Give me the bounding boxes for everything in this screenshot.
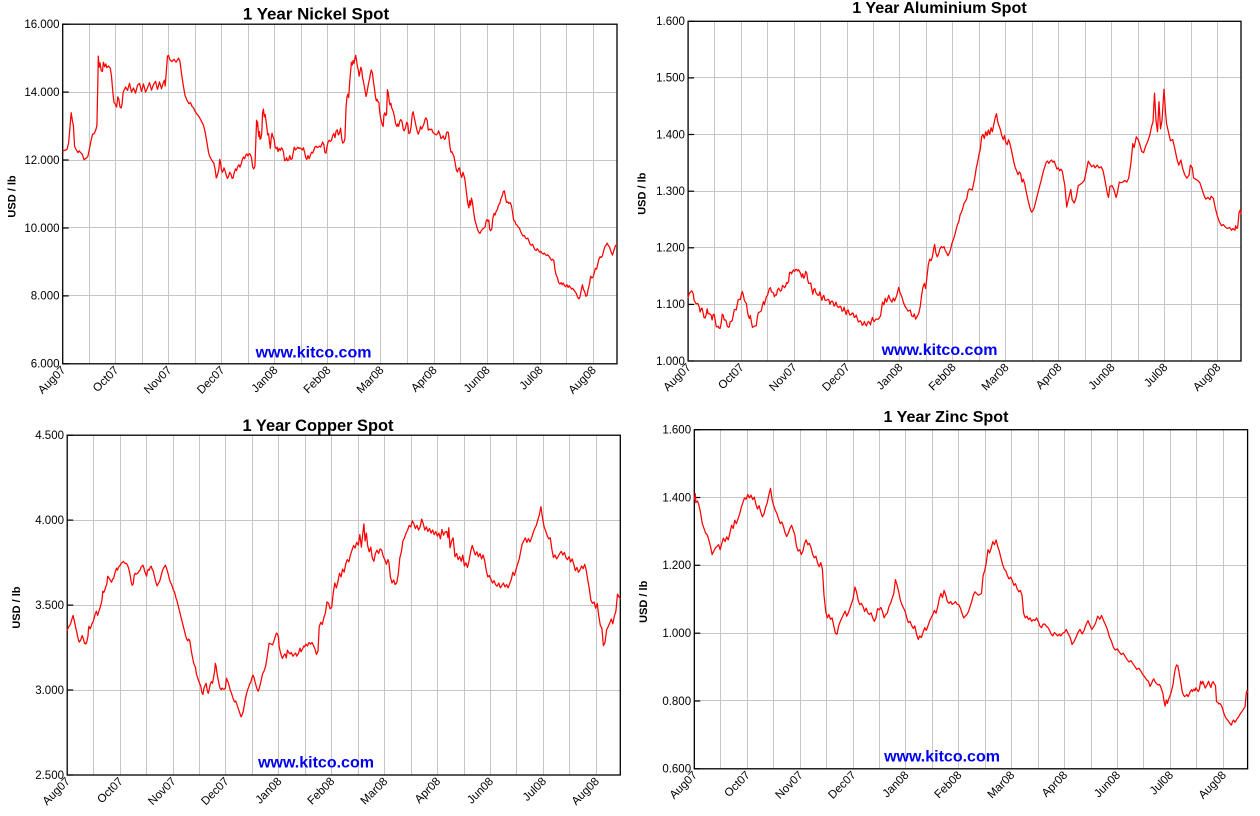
- svg-text:1.300: 1.300: [656, 186, 685, 198]
- svg-text:12.000: 12.000: [24, 155, 59, 167]
- svg-text:www.kitco.com: www.kitco.com: [257, 755, 374, 772]
- svg-text:1.100: 1.100: [656, 299, 685, 311]
- svg-text:1.400: 1.400: [662, 492, 691, 504]
- svg-text:3.000: 3.000: [35, 685, 64, 697]
- svg-text:0.600: 0.600: [662, 764, 691, 776]
- svg-text:1 Year Zinc Spot: 1 Year Zinc Spot: [884, 408, 1010, 426]
- svg-text:1.600: 1.600: [656, 16, 685, 28]
- svg-text:1.200: 1.200: [656, 243, 685, 255]
- svg-text:1.500: 1.500: [656, 73, 685, 85]
- svg-text:4.000: 4.000: [35, 515, 64, 527]
- svg-text:1 Year Copper Spot: 1 Year Copper Spot: [243, 417, 394, 435]
- svg-text:www.kitco.com: www.kitco.com: [255, 345, 372, 362]
- svg-text:USD / lb: USD / lb: [638, 580, 650, 622]
- svg-text:14.000: 14.000: [24, 87, 59, 99]
- svg-text:1.200: 1.200: [662, 560, 691, 572]
- svg-text:0.800: 0.800: [662, 696, 691, 708]
- svg-text:2.500: 2.500: [35, 770, 64, 782]
- svg-text:6.000: 6.000: [31, 359, 60, 371]
- svg-text:3.500: 3.500: [35, 600, 64, 612]
- svg-text:USD / lb: USD / lb: [637, 172, 649, 214]
- svg-text:1 Year Nickel Spot: 1 Year Nickel Spot: [243, 5, 390, 24]
- svg-text:1 Year Aluminium Spot: 1 Year Aluminium Spot: [852, 0, 1027, 17]
- svg-text:1.400: 1.400: [656, 129, 685, 141]
- svg-text:1.000: 1.000: [656, 356, 685, 368]
- svg-text:10.000: 10.000: [24, 223, 59, 235]
- svg-text:8.000: 8.000: [31, 291, 60, 303]
- svg-text:1.000: 1.000: [662, 628, 691, 640]
- svg-text:USD / lb: USD / lb: [7, 175, 19, 217]
- svg-text:1.600: 1.600: [662, 425, 691, 437]
- svg-text:www.kitco.com: www.kitco.com: [883, 749, 1000, 766]
- svg-text:USD / lb: USD / lb: [11, 586, 23, 628]
- svg-text:4.500: 4.500: [35, 430, 64, 442]
- svg-text:www.kitco.com: www.kitco.com: [881, 342, 998, 359]
- svg-text:16.000: 16.000: [24, 19, 59, 31]
